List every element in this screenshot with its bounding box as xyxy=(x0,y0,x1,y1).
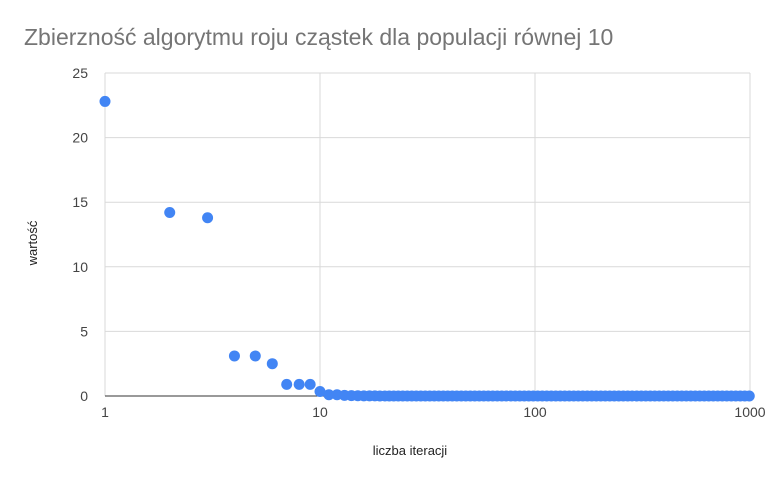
x-tick-label: 10 xyxy=(312,404,328,420)
data-point xyxy=(266,358,278,370)
data-point xyxy=(99,95,111,107)
x-tick-label: 1 xyxy=(101,404,109,420)
x-tick-label: 100 xyxy=(523,404,547,420)
y-tick-label: 5 xyxy=(80,323,88,339)
x-axis-ticks: 1 10 100 1000 xyxy=(101,404,766,420)
data-point xyxy=(249,350,261,362)
data-point xyxy=(293,378,305,390)
x-tick-label: 1000 xyxy=(734,404,765,420)
y-axis-label: wartość xyxy=(25,220,40,266)
data-points xyxy=(99,95,755,402)
data-point xyxy=(304,378,316,390)
y-axis-ticks: 0 5 10 15 20 25 xyxy=(72,65,88,404)
chart-title: Zbierzność algorytmu roju cząstek dla po… xyxy=(24,24,613,50)
data-point xyxy=(379,390,391,402)
data-point xyxy=(281,378,293,390)
data-point xyxy=(228,350,240,362)
y-tick-label: 0 xyxy=(80,388,88,404)
data-point-converged xyxy=(743,390,755,402)
y-tick-label: 25 xyxy=(72,65,88,81)
data-point xyxy=(164,207,176,219)
y-tick-label: 15 xyxy=(72,194,88,210)
y-tick-label: 10 xyxy=(72,259,88,275)
y-tick-label: 20 xyxy=(72,130,88,146)
data-point xyxy=(202,212,214,224)
x-axis-label: liczba iteracji xyxy=(373,443,448,458)
gridlines xyxy=(104,72,751,396)
data-point xyxy=(314,385,326,397)
data-point xyxy=(323,389,335,401)
